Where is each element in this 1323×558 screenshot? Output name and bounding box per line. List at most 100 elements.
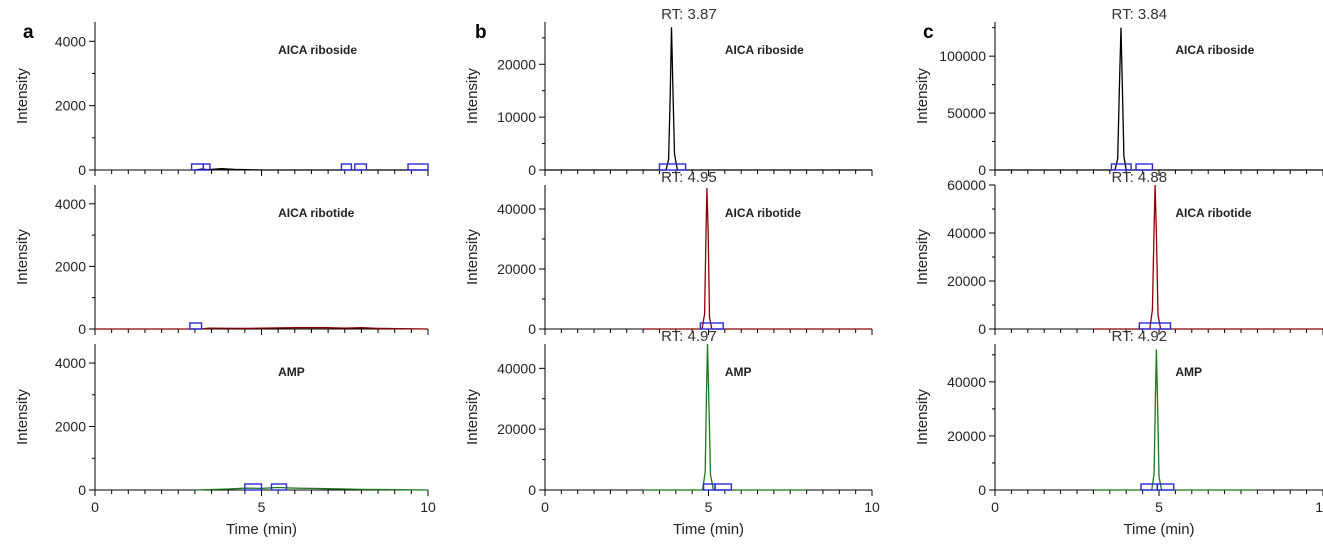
x-tick-label: 10 [420, 499, 436, 515]
retention-time-label: RT: 3.84 [1112, 6, 1168, 23]
compound-label: AICA riboside [1175, 43, 1254, 57]
y-tick-label: 60000 [947, 177, 986, 193]
x-tick-label: 0 [541, 499, 549, 515]
y-tick-label: 2000 [55, 258, 86, 274]
integration-marker [1140, 483, 1159, 491]
compound-label: AICA ribotide [1175, 206, 1252, 220]
panel-letter: a [23, 22, 34, 43]
y-tick-label: 100000 [939, 48, 986, 64]
subplot-aica-ribotide: 0 20000 40000 Intensity AICA ribotide RT: 4.9… [464, 169, 873, 337]
retention-time-label: RT: 4.97 [661, 328, 717, 345]
y-axis-label: Intensity [14, 229, 31, 285]
subplot-aica-riboside: 0 2000 4000 Intensity AICA riboside [14, 22, 429, 178]
y-tick-label: 40000 [497, 201, 536, 217]
integration-marker [244, 483, 263, 491]
integration-marker [189, 322, 203, 330]
subplot-aica-riboside: 0 50000 100000 Intensity AICA riboside RT: 3.… [914, 6, 1323, 178]
y-tick-label: 40000 [497, 360, 536, 376]
panel-c: c 0 50000 100000 Intensity AICA riboside RT: 3… [914, 6, 1323, 538]
y-axis-label: Intensity [14, 389, 31, 445]
panel-a: a 0 2000 4000 Intensity AICA riboside 0 2000 400… [14, 22, 436, 538]
integration-marker [714, 483, 733, 491]
y-tick-label: 20000 [947, 428, 986, 444]
integration-marker [354, 163, 368, 171]
integration-marker [699, 322, 724, 330]
x-tick-label: 5 [705, 499, 713, 515]
y-tick-label: 0 [528, 321, 536, 337]
y-tick-label: 0 [78, 321, 86, 337]
subplot-aica-ribotide: 0 2000 4000 Intensity AICA ribotide [14, 185, 429, 337]
x-tick-label: 0 [991, 499, 999, 515]
subplot-amp: 0 20000 40000 Intensity AMP RT: 4.97 [464, 328, 873, 498]
compound-label: AICA ribotide [278, 206, 355, 220]
compound-label: AICA ribotide [725, 206, 802, 220]
y-tick-label: 0 [78, 482, 86, 498]
series-trace [995, 27, 1323, 171]
y-axis-label: Intensity [914, 229, 931, 285]
y-tick-label: 20000 [497, 421, 536, 437]
integration-marker [1138, 322, 1172, 330]
y-tick-label: 0 [528, 162, 536, 178]
compound-label: AMP [278, 365, 305, 379]
y-tick-label: 0 [978, 482, 986, 498]
panel-letter: b [475, 22, 487, 43]
compound-label: AICA riboside [725, 43, 804, 57]
series-trace [194, 486, 429, 491]
integration-marker [340, 163, 353, 171]
integration-marker [202, 163, 211, 171]
integration-marker [1156, 483, 1175, 491]
y-tick-label: 10000 [497, 109, 536, 125]
compound-label: AICA riboside [278, 43, 357, 57]
series-trace [643, 187, 872, 330]
x-tick-label: 5 [258, 499, 266, 515]
x-tick-label: 10 [864, 499, 880, 515]
y-tick-label: 20000 [497, 56, 536, 72]
y-axis-label: Intensity [914, 68, 931, 124]
y-axis-label: Intensity [464, 389, 481, 445]
retention-time-label: RT: 4.95 [661, 169, 717, 186]
y-tick-label: 2000 [55, 98, 86, 114]
x-tick-label: 0 [91, 499, 99, 515]
integration-marker [1110, 163, 1132, 171]
y-tick-label: 40000 [947, 374, 986, 390]
y-tick-label: 2000 [55, 419, 86, 435]
retention-time-label: RT: 4.88 [1112, 169, 1168, 186]
subplot-aica-ribotide: 0 20000 40000 60000 Intensity AICA ribotide RT… [914, 169, 1323, 337]
subplot-amp: 0 2000 4000 Intensity AMP [14, 344, 429, 498]
y-tick-label: 0 [78, 162, 86, 178]
panel-letter: c [923, 22, 934, 43]
y-axis-label: Intensity [914, 389, 931, 445]
subplot-amp: 0 20000 40000 Intensity AMP RT: 4.92 [914, 328, 1323, 498]
x-tick-label: 10 [1315, 499, 1323, 515]
series-trace [545, 27, 872, 171]
retention-time-label: RT: 3.87 [661, 6, 717, 23]
y-axis-label: Intensity [14, 68, 31, 124]
compound-label: AMP [1175, 365, 1202, 379]
y-tick-label: 0 [528, 482, 536, 498]
integration-marker [407, 163, 429, 171]
integration-marker [658, 163, 687, 171]
compound-label: AMP [725, 365, 752, 379]
y-tick-label: 0 [978, 162, 986, 178]
x-axis-label: Time (min) [673, 521, 744, 538]
integration-marker [270, 483, 288, 491]
x-axis-label: Time (min) [1123, 521, 1194, 538]
y-tick-label: 4000 [55, 33, 86, 49]
y-tick-label: 40000 [947, 225, 986, 241]
retention-time-label: RT: 4.92 [1112, 328, 1168, 345]
x-tick-label: 5 [1155, 499, 1163, 515]
y-tick-label: 0 [978, 321, 986, 337]
y-tick-label: 4000 [55, 355, 86, 371]
x-axis-label: Time (min) [226, 521, 297, 538]
y-tick-label: 20000 [947, 273, 986, 289]
y-axis-label: Intensity [464, 229, 481, 285]
series-trace [95, 327, 429, 330]
y-axis-label: Intensity [464, 68, 481, 124]
integration-marker [1135, 163, 1154, 171]
y-tick-label: 20000 [497, 261, 536, 277]
y-tick-label: 4000 [55, 196, 86, 212]
y-tick-label: 50000 [947, 105, 986, 121]
subplot-aica-riboside: 0 10000 20000 Intensity AICA riboside RT: 3.8… [464, 6, 873, 178]
